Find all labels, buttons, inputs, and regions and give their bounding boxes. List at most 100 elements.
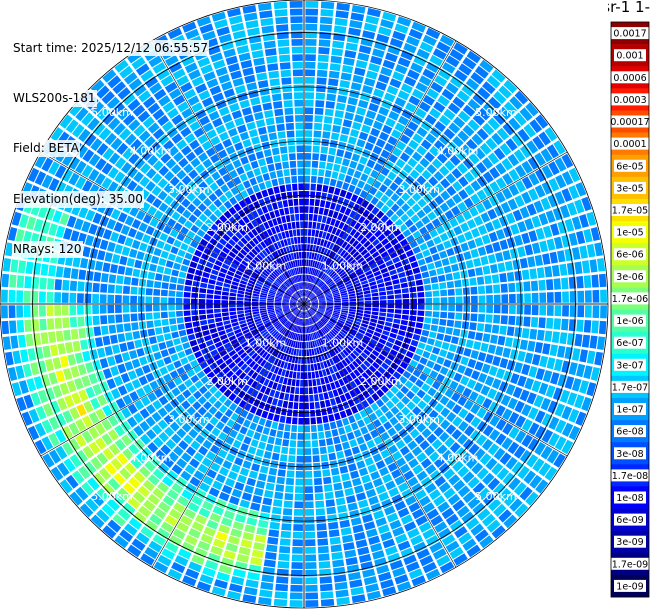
radar-bin [266, 237, 273, 245]
radar-bin [163, 373, 172, 383]
radar-bin [175, 120, 188, 132]
radar-bin [61, 425, 73, 440]
radar-bin [309, 294, 315, 299]
radar-bin [300, 311, 303, 318]
radar-bin [396, 266, 405, 273]
radar-bin [540, 445, 553, 460]
radar-bin [263, 239, 270, 247]
radar-bin [270, 356, 277, 364]
radar-bin [387, 295, 395, 300]
radar-bin [288, 447, 296, 455]
radar-bin [315, 331, 319, 339]
radar-bin [25, 261, 34, 275]
radar-bin [82, 246, 91, 258]
radar-bin [176, 291, 183, 298]
colorbar-label-bg [611, 27, 649, 40]
radar-bin [167, 380, 177, 390]
radar-bin [146, 193, 156, 204]
radar-bin [201, 347, 209, 355]
radar-bin [539, 355, 549, 368]
radar-bin [213, 304, 221, 309]
radar-bin [160, 75, 174, 87]
range-ring-label: 2.00km [206, 375, 248, 388]
radar-bin [332, 475, 341, 483]
radar-bin [381, 238, 389, 246]
radar-bin [82, 180, 93, 193]
radar-bin [363, 117, 374, 127]
radar-bin [296, 153, 304, 160]
radar-bin [312, 221, 317, 229]
radar-bin [389, 269, 397, 276]
radar-bin [294, 341, 298, 348]
radar-bin [358, 329, 366, 335]
radar-bin [426, 433, 437, 444]
radar-bin [199, 288, 207, 294]
radar-bin [88, 426, 100, 440]
radar-bin [304, 107, 314, 115]
radar-bin [230, 318, 238, 324]
radar-bin [355, 358, 363, 366]
radar-bin [383, 371, 392, 380]
radar-bin [523, 123, 536, 138]
radar-bin [335, 396, 342, 405]
radar-bin [234, 244, 242, 252]
radar-bin [416, 422, 427, 433]
radar-bin [472, 113, 486, 126]
radar-bin [100, 283, 108, 293]
radar-bin [308, 221, 313, 229]
radar-bin [471, 370, 481, 381]
radar-bin [357, 393, 366, 402]
radar-bin [395, 304, 402, 309]
radar-bin [584, 305, 592, 318]
radar-bin [314, 401, 320, 409]
radar-bin [395, 439, 406, 450]
radar-bin [542, 225, 553, 238]
radar-bin [353, 170, 362, 179]
radar-bin [99, 358, 109, 369]
radar-bin [495, 418, 507, 431]
radar-bin [310, 307, 317, 311]
radar-bin [183, 310, 191, 316]
radar-bin [408, 458, 419, 469]
radar-bin [316, 312, 323, 317]
radar-bin [316, 85, 326, 93]
radar-bin [336, 267, 343, 274]
radar-bin [214, 380, 223, 389]
radar-bin [443, 240, 452, 249]
radar-bin [394, 314, 402, 319]
radar-bin [294, 267, 298, 275]
radar-bin [41, 221, 51, 234]
radar-bin [281, 284, 287, 290]
radar-bin [245, 242, 253, 250]
radar-bin [370, 402, 379, 412]
radar-bin [279, 275, 285, 282]
radar-bin [75, 434, 87, 448]
radar-bin [200, 375, 210, 385]
radar-bin [115, 314, 123, 323]
radar-bin [576, 319, 584, 332]
radar-bin [366, 356, 374, 364]
radar-bin [222, 173, 232, 183]
radar-bin [298, 267, 301, 274]
radar-bin [290, 305, 297, 307]
radar-bin [434, 340, 443, 348]
radar-bin [221, 81, 233, 91]
radar-bin [305, 274, 307, 282]
radar-bin [132, 330, 141, 340]
radar-bin [445, 82, 459, 95]
radar-bin [251, 248, 258, 256]
radar-bin [133, 124, 146, 137]
radar-bin [380, 214, 389, 223]
radar-bin [482, 265, 491, 275]
radar-bin [279, 392, 285, 400]
radar-bin [308, 379, 313, 387]
radar-bin [218, 491, 230, 502]
radar-bin [276, 241, 282, 249]
radar-bin [206, 519, 219, 530]
radar-bin [422, 416, 433, 427]
radar-bin [482, 171, 494, 184]
radar-bin [275, 193, 282, 202]
radar-bin [244, 331, 252, 338]
radar-bin [323, 289, 331, 294]
radar-bin [438, 134, 450, 146]
